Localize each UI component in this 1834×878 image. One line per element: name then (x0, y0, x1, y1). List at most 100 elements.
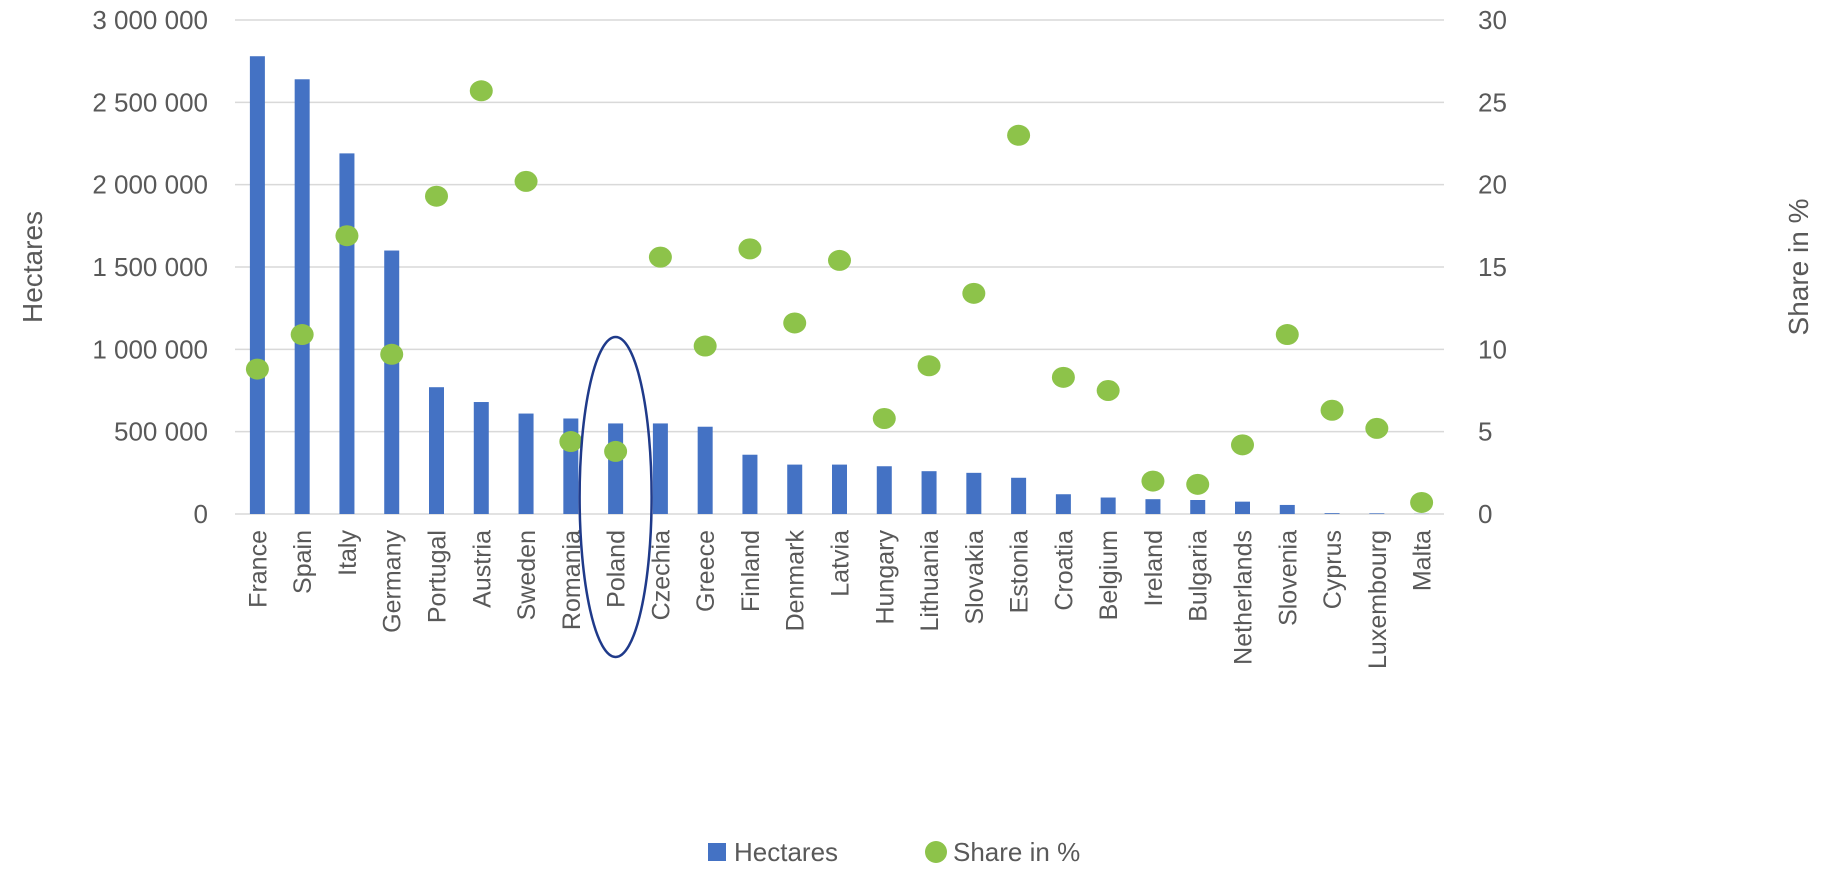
highlight-group (578, 335, 653, 659)
point-share (514, 170, 538, 192)
y2-tick-label: 30 (1478, 5, 1507, 35)
category-label: Malta (1409, 530, 1437, 591)
legend: Hectares Share in % (708, 837, 1080, 867)
highlight-ellipse (578, 335, 653, 659)
left-axis-ticks: 0 500 000 1 000 000 1 500 000 2 000 000 2 500… (92, 5, 208, 529)
bar-hectares (832, 464, 847, 514)
category-label: Slovakia (961, 530, 989, 625)
point-share (469, 80, 493, 102)
y-tick-label: 3 000 000 (92, 5, 208, 35)
point-share (245, 358, 269, 380)
category-label: Hungary (871, 530, 899, 625)
bar-hectares (652, 423, 668, 514)
bar-hectares (249, 56, 265, 515)
bar-hectares (921, 471, 937, 514)
category-label: Greece (692, 530, 720, 612)
point-share (738, 238, 762, 260)
y2-tick-label: 25 (1478, 87, 1507, 117)
point-share (335, 225, 359, 247)
point-share (1141, 470, 1165, 492)
category-label: Denmark (782, 530, 810, 632)
bar-hectares (429, 387, 444, 514)
category-label: Luxembourg (1364, 530, 1392, 669)
point-share (917, 355, 941, 377)
point-share (1275, 324, 1299, 346)
point-share (648, 246, 672, 268)
legend-label-hectares: Hectares (734, 837, 838, 867)
bar-hectares (384, 250, 400, 515)
point-share (1051, 366, 1075, 388)
point-share (872, 407, 896, 429)
y2-tick-label: 20 (1478, 170, 1507, 200)
point-share (425, 185, 448, 207)
bar-hectares (1235, 501, 1250, 514)
category-label: Croatia (1050, 530, 1078, 611)
point-share (1007, 124, 1031, 146)
y-tick-label: 0 (194, 499, 208, 529)
category-label: Bulgaria (1185, 530, 1213, 622)
bar-hectares (697, 426, 713, 514)
bar-hectares (1055, 494, 1071, 514)
y-tick-label: 2 500 000 (92, 87, 208, 117)
category-label: Czechia (647, 530, 675, 620)
category-label: Belgium (1095, 530, 1123, 620)
legend-swatch-share (925, 841, 947, 863)
bar-hectares (1279, 504, 1295, 514)
y-tick-label: 500 000 (114, 417, 208, 447)
point-share (828, 249, 851, 271)
category-label: Slovenia (1274, 530, 1302, 626)
point-share (962, 282, 986, 304)
category-label: Latvia (827, 530, 855, 597)
bar-hectares (1011, 477, 1027, 514)
y-tick-label: 2 000 000 (92, 170, 208, 200)
category-label: Germany (379, 530, 407, 633)
point-share (1096, 380, 1120, 401)
point-share (290, 324, 314, 346)
category-label: Spain (289, 530, 317, 594)
category-label: Netherlands (1230, 530, 1258, 665)
bar-hectares (518, 413, 534, 514)
legend-label-share: Share in % (953, 837, 1080, 867)
category-labels: France Spain Italy Germany Portugal Austria Sw… (244, 530, 1436, 669)
y2-tick-label: 0 (1478, 499, 1492, 529)
point-share (693, 335, 717, 357)
bar-hectares (294, 79, 310, 514)
bar-hectares (742, 454, 758, 514)
category-label: Finland (737, 530, 765, 612)
point-share (1410, 491, 1434, 513)
y2-tick-label: 15 (1478, 252, 1507, 282)
bar-hectares (787, 464, 803, 514)
category-label: Poland (603, 530, 631, 608)
point-share (604, 440, 628, 462)
point-share (1186, 473, 1210, 495)
bar-hectares (876, 466, 892, 514)
point-share (559, 431, 583, 453)
legend-swatch-hectares (708, 843, 726, 861)
point-share (1231, 434, 1254, 456)
bar-hectares (966, 472, 982, 514)
bar-hectares (1100, 497, 1116, 514)
point-share (1365, 417, 1389, 439)
bar-hectares (1324, 513, 1340, 514)
point-share (1320, 399, 1344, 421)
y2-tick-label: 5 (1478, 417, 1492, 447)
y2-tick-label: 10 (1478, 334, 1507, 364)
point-share (783, 312, 807, 334)
category-label: Ireland (1140, 530, 1168, 606)
bar-hectares (1190, 500, 1206, 514)
right-axis-ticks: 0 5 10 15 20 25 30 (1478, 5, 1507, 529)
point-share (380, 343, 404, 365)
category-label: Austria (468, 530, 496, 608)
y-axis-title: Hectares (17, 211, 48, 323)
bar-hectares (473, 402, 489, 514)
y-tick-label: 1 000 000 (92, 334, 208, 364)
category-label: Sweden (513, 530, 541, 620)
y2-axis-title: Share in % (1783, 199, 1814, 336)
category-label: Lithuania (916, 530, 944, 632)
bar-hectares (1145, 499, 1161, 514)
category-label: Estonia (1006, 530, 1034, 613)
y-tick-label: 1 500 000 (92, 252, 208, 282)
bar-hectares (608, 423, 624, 514)
category-label: Cyprus (1319, 530, 1347, 609)
